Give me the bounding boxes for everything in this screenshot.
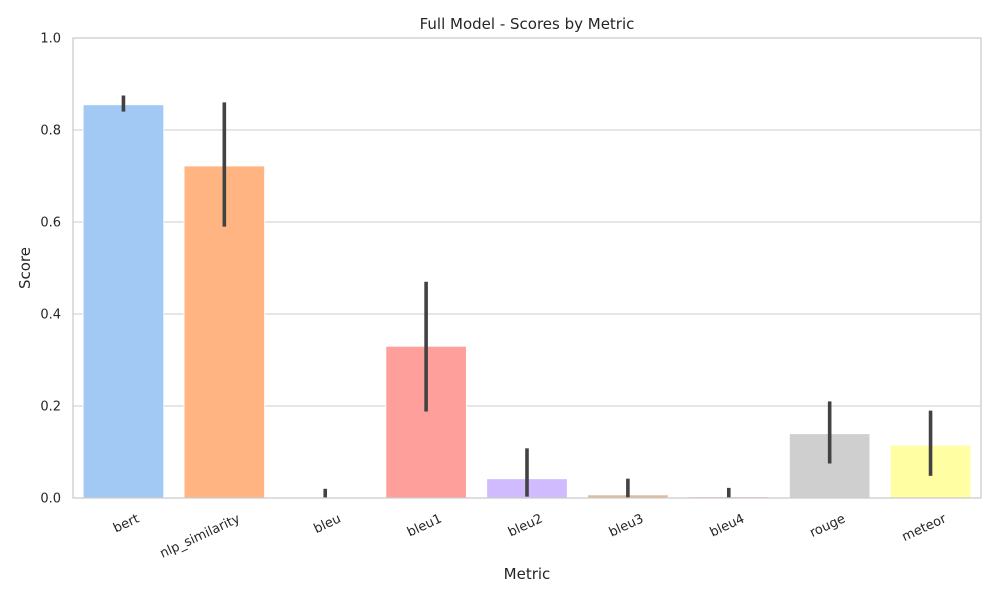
x-tick-label: bleu4 [708, 511, 747, 540]
error-bars [121, 95, 933, 498]
x-tick-label: nlp_similarity [158, 511, 243, 561]
x-tick-label: meteor [900, 511, 950, 545]
y-tick-labels: 0.0 0.2 0.4 0.6 0.8 1.0 [40, 32, 61, 507]
y-tick-label: 0.2 [40, 400, 61, 415]
x-tick-label: bleu [312, 511, 344, 536]
y-tick-label: 0.6 [40, 216, 61, 231]
y-tick-label: 0.4 [40, 308, 61, 323]
bars [82, 104, 972, 499]
x-tick-label: bleu2 [506, 511, 545, 540]
x-axis-title: Metric [504, 565, 551, 583]
chart-title: Full Model - Scores by Metric [420, 15, 635, 33]
x-tick-label: bleu1 [405, 511, 444, 540]
x-tick-labels: bert nlp_similarity bleu bleu1 bleu2 bleu3 ble… [111, 511, 949, 561]
bar-bert [82, 104, 165, 499]
y-tick-label: 0.8 [40, 124, 61, 139]
x-tick-label: rouge [808, 511, 848, 540]
x-tick-label: bert [111, 511, 142, 536]
plot-frame [72, 37, 982, 499]
y-tick-label: 0.0 [40, 492, 61, 507]
y-tick-label: 1.0 [40, 32, 61, 47]
y-axis-title: Score [16, 247, 34, 289]
x-tick-label: bleu3 [607, 511, 646, 540]
